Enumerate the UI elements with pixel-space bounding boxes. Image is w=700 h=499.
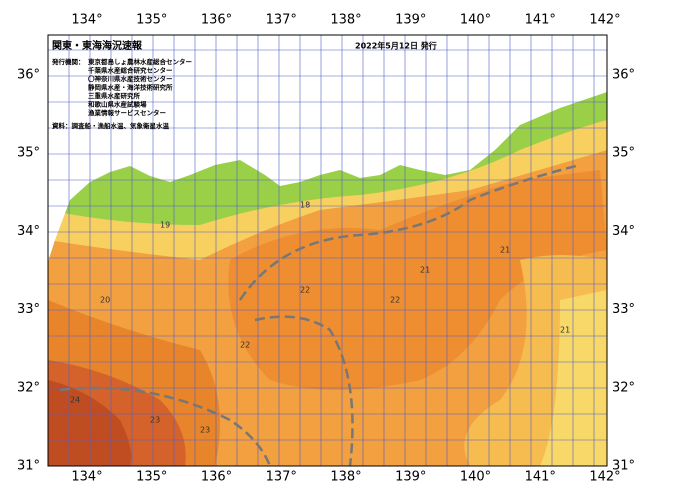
issuer: 三重県水産研究所 [88, 91, 141, 100]
contour-label: 19 [160, 221, 170, 230]
longitude-label: 134° [71, 470, 102, 485]
latitude-label: 31° [17, 459, 40, 474]
longitude-label: 135° [136, 13, 167, 28]
longitude-label: 141° [525, 470, 556, 485]
latitude-label: 33° [17, 302, 40, 317]
title: 関東・東海海況速報 [52, 39, 143, 52]
latitude-label: 31° [612, 459, 635, 474]
grid [48, 35, 607, 466]
issuer: 和歌山県水産試験場 [87, 100, 147, 109]
longitude-label: 140° [460, 470, 491, 485]
longitude-label: 137° [266, 470, 297, 485]
issuer: 静岡県水産・海洋技術研究所 [88, 83, 173, 92]
latitude-label: 35° [17, 146, 40, 161]
issuer: 〇神奈川県水産技術センター [88, 74, 173, 83]
sst-field [48, 35, 607, 466]
longitude-label: 140° [460, 13, 491, 28]
contour-label: 20 [100, 296, 110, 305]
contour-label: 23 [200, 426, 210, 435]
latitude-label: 36° [17, 68, 40, 83]
contour-label: 22 [390, 296, 400, 305]
contour-label: 23 [150, 416, 160, 425]
longitude-label: 139° [395, 13, 426, 28]
current-axis [59, 163, 581, 466]
contour-label: 18 [300, 201, 310, 210]
contour-label: 22 [240, 341, 250, 350]
issuer-label: 発行機関： [51, 57, 85, 66]
longitude-label: 136° [201, 470, 232, 485]
contour-label: 21 [420, 266, 430, 275]
latitude-label: 32° [612, 380, 635, 395]
contour-label: 22 [300, 286, 310, 295]
longitude-label: 141° [525, 13, 556, 28]
contour-label: 24 [70, 396, 80, 405]
source: 資料：調査船・漁船水温、気象衛星水温 [52, 121, 170, 130]
latitude-label: 36° [612, 68, 635, 83]
longitude-label: 142° [589, 13, 620, 28]
longitude-label: 135° [136, 470, 167, 485]
longitude-label: 136° [201, 13, 232, 28]
issuer: 千葉県水産総合研究センター [88, 66, 173, 75]
longitude-label: 139° [395, 470, 426, 485]
contour-label: 21 [500, 246, 510, 255]
latitude-label: 35° [612, 146, 635, 161]
longitude-label: 138° [330, 13, 361, 28]
longitude-label: 138° [330, 470, 361, 485]
issuer: 漁業情報サービスセンター [88, 108, 166, 117]
contour-label: 21 [560, 326, 570, 335]
latitude-label: 32° [17, 380, 40, 395]
longitude-label: 134° [71, 13, 102, 28]
latitude-label: 34° [612, 224, 635, 239]
longitude-label: 142° [589, 470, 620, 485]
date: 2022年5月12日 発行 [355, 41, 437, 51]
issuer: 東京都島しょ農林水産総合センター [88, 57, 192, 66]
latitude-label: 34° [17, 224, 40, 239]
longitude-label: 137° [266, 13, 297, 28]
latitude-label: 33° [612, 302, 635, 317]
frame [47, 34, 608, 467]
